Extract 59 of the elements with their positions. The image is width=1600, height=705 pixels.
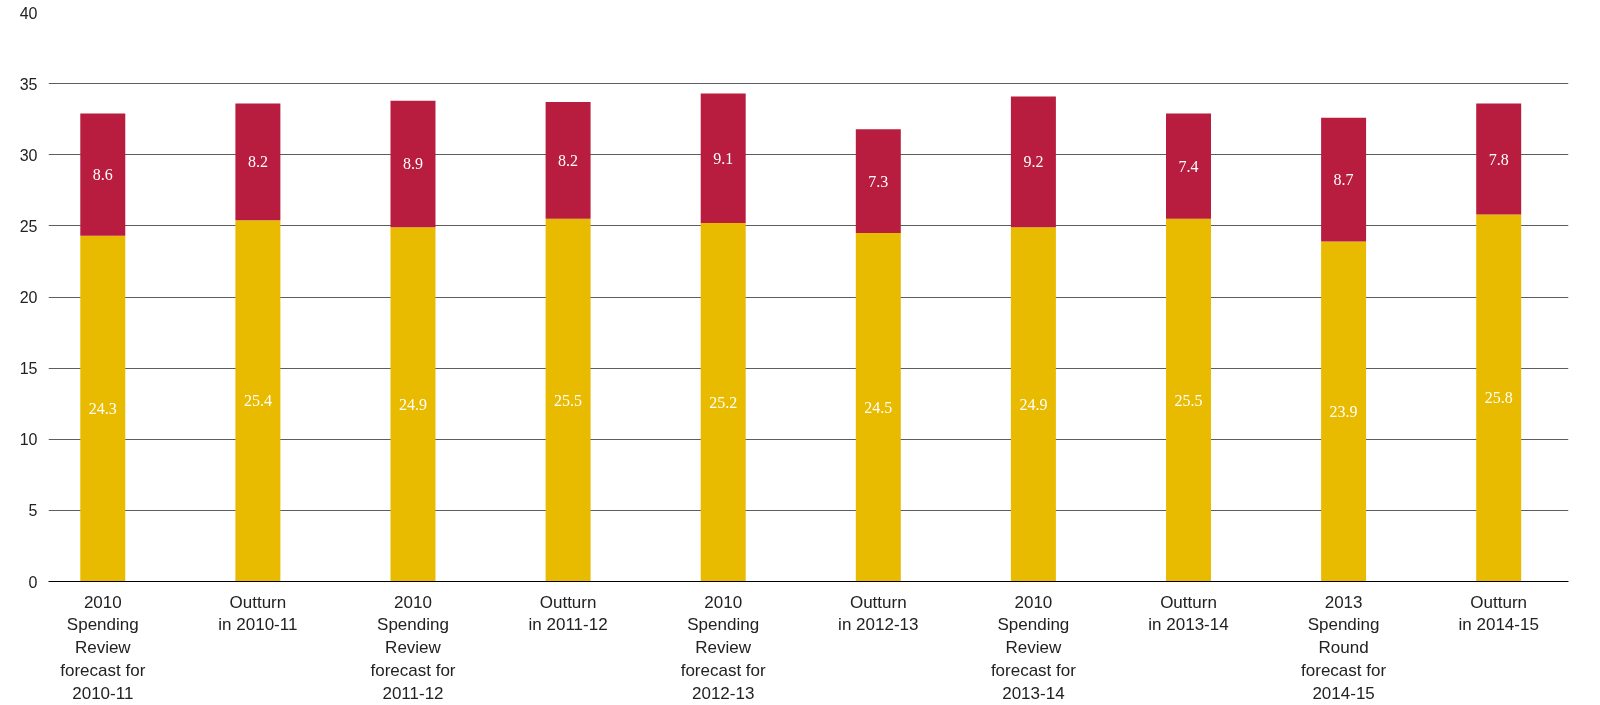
data-label: 9.1 <box>713 149 734 167</box>
x-tick-label: 2013 Spending Round forecast for 2014-15 <box>1301 592 1387 703</box>
bar <box>700 93 746 224</box>
x-tick-label: Outturn in 2010-11 <box>218 592 298 635</box>
bar <box>1321 241 1367 582</box>
bar <box>235 103 281 221</box>
x-tick-label: Outturn in 2011-12 <box>528 592 608 635</box>
y-tick-label: 25 <box>19 217 38 235</box>
bar <box>390 227 436 582</box>
bar <box>235 220 281 582</box>
bar <box>855 232 901 582</box>
y-tick-label: 5 <box>28 502 38 520</box>
data-label: 25.8 <box>1484 389 1513 407</box>
x-tick-label: Outturn in 2013-14 <box>1148 592 1229 635</box>
bar <box>545 102 591 219</box>
y-tick-label: 0 <box>28 573 38 591</box>
data-label: 9.2 <box>1023 153 1044 171</box>
data-label: 25.5 <box>554 391 583 409</box>
y-tick-label: 40 <box>19 4 38 22</box>
data-label: 24.3 <box>88 400 117 418</box>
x-tick-label: 2010 Spending Review forecast for 2011-12 <box>370 592 456 703</box>
y-tick-label: 10 <box>19 431 38 449</box>
data-label: 8.7 <box>1333 171 1354 189</box>
data-label: 7.4 <box>1178 157 1199 175</box>
bar <box>1166 218 1211 582</box>
y-tick-label: 30 <box>19 146 38 164</box>
x-tick-label: Outturn in 2014-15 <box>1458 592 1539 635</box>
x-tick-label: 2010 Spending Review forecast for 2013-14 <box>990 592 1077 703</box>
data-label: 8.9 <box>402 155 423 173</box>
bar <box>390 100 436 228</box>
bar <box>545 218 591 582</box>
data-label: 8.6 <box>92 166 113 184</box>
bar <box>1476 214 1522 582</box>
bar <box>700 223 746 582</box>
data-label: 25.4 <box>243 392 272 410</box>
data-label: 24.5 <box>864 398 893 416</box>
bar <box>1166 113 1211 219</box>
data-label: 25.5 <box>1174 391 1203 409</box>
bar <box>855 129 901 233</box>
data-label: 25.2 <box>709 393 738 411</box>
bar <box>80 113 126 236</box>
x-tick-label: 2010 Spending Review forecast for 2010-11 <box>60 592 146 703</box>
bar <box>1321 117 1367 242</box>
data-label: 7.3 <box>868 172 889 190</box>
x-tick-label: 2010 Spending Review forecast for 2012-13 <box>680 592 767 703</box>
y-tick-label: 20 <box>19 289 38 306</box>
data-label: 7.8 <box>1488 150 1509 168</box>
bar <box>80 235 126 582</box>
data-label: 24.9 <box>1019 395 1048 413</box>
data-label: 23.9 <box>1329 403 1358 421</box>
data-label: 8.2 <box>558 151 579 169</box>
bar <box>1010 96 1056 228</box>
y-tick-label: 15 <box>19 360 38 378</box>
x-tick-label: Outturn in 2012-13 <box>838 592 919 635</box>
bar <box>1010 227 1056 582</box>
data-label: 24.9 <box>398 395 427 413</box>
data-label: 8.2 <box>247 153 268 171</box>
y-tick-label: 35 <box>19 75 38 93</box>
bar <box>1476 103 1522 215</box>
